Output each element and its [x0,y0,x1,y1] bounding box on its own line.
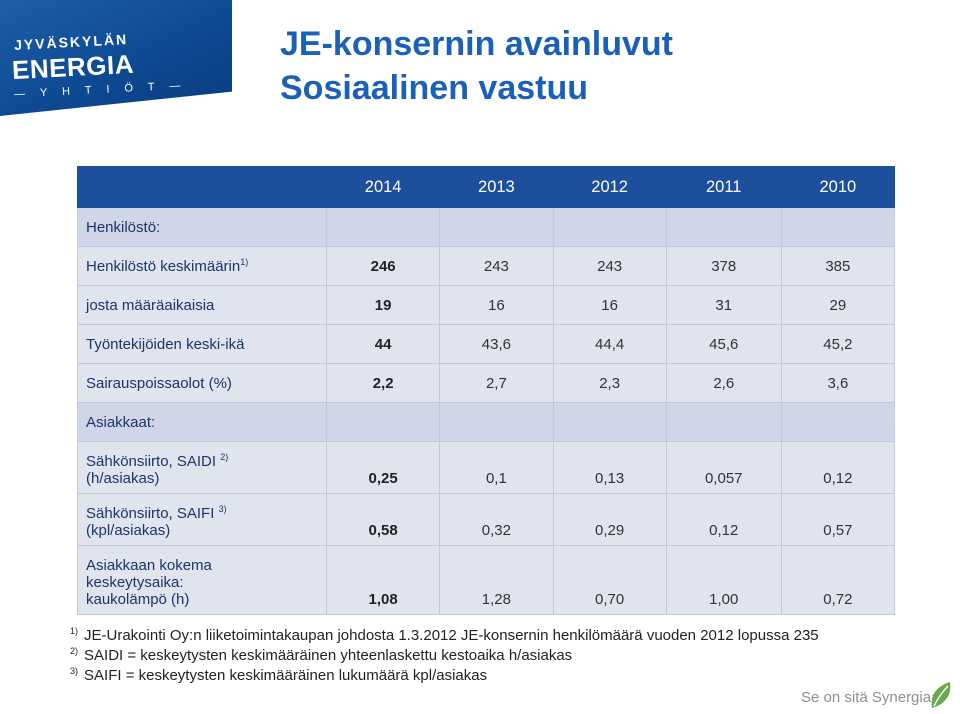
slogan: Se on sitä Synergiaa. [801,689,944,706]
footnote: 2) SAIDI = keskeytysten keskimääräinen yh… [70,646,573,665]
table-cell: 0,58 [325,493,441,546]
table-cell: 2,3 [552,363,667,403]
table-cell: 0,57 [780,493,896,546]
table-cell: 1,08 [325,545,441,615]
row-label: josta määräaikaisia [77,285,327,325]
table-cell: 0,32 [439,493,554,546]
table-row: Sairauspoissaolot (%) 2,2 2,7 2,3 2,6 3,… [77,363,896,403]
table-cell: 0,25 [325,441,441,494]
table-cell: 29 [780,285,896,325]
section-label: Asiakkaat: [77,402,327,442]
year-header: 2013 [439,166,554,208]
table-cell: 0,1 [439,441,554,494]
section-row-staff: Henkilöstö: [77,207,896,247]
table-cell: 0,70 [552,545,667,615]
table-cell: 2,2 [325,363,441,403]
footnote: 3) SAIFI = keskeytysten keskimääräinen lu… [70,666,488,685]
table-row: Sähkönsiirto, SAIDI 2) (h/asiakas) 0,25 0… [77,441,896,494]
table-row: Henkilöstö keskimäärin1) 246 243 243 378… [77,246,896,286]
header-empty-cell [77,166,327,208]
row-label: Työntekijöiden keski-ikä [77,324,327,364]
logo-line-2: ENERGIA [11,48,135,86]
row-label: Henkilöstö keskimäärin1) [77,246,327,286]
table-cell: 2,6 [665,363,782,403]
row-label: Sähkönsiirto, SAIFI 3) (kpl/asiakas) [77,493,327,546]
table-cell: 1,00 [665,545,782,615]
table-cell: 43,6 [439,324,554,364]
year-header: 2010 [780,166,896,208]
table-cell: 243 [439,246,554,286]
table-cell: 31 [665,285,782,325]
company-logo: JYVÄSKYLÄN ENERGIA — Y H T I Ö T — [0,0,186,116]
section-label: Henkilöstö: [77,207,327,247]
leaf-icon [931,682,951,708]
table-cell: 378 [665,246,782,286]
title-line-1: JE-konsernin avainluvut [280,25,673,63]
table-cell: 0,057 [665,441,782,494]
table-cell: 45,6 [665,324,782,364]
table-cell: 0,72 [780,545,896,615]
key-figures-table: 2014 2013 2012 2011 2010 Henkilöstö: Hen… [77,166,896,615]
table-cell: 2,7 [439,363,554,403]
table-cell: 45,2 [780,324,896,364]
table-cell: 243 [552,246,667,286]
table-cell: 3,6 [780,363,896,403]
table-row: josta määräaikaisia 19 16 16 31 29 [77,285,896,325]
table-cell: 16 [439,285,554,325]
table-cell: 16 [552,285,667,325]
table-row: Asiakkaan kokema keskeytysaika: kaukolämpö… [77,545,896,615]
year-header: 2014 [325,166,441,208]
row-label: Sähkönsiirto, SAIDI 2) (h/asiakas) [77,441,327,494]
year-header: 2011 [665,166,782,208]
footnote: 1) JE-Urakointi Oy:n liiketoimintakaupan … [70,626,819,645]
row-label: Sairauspoissaolot (%) [77,363,327,403]
footnotes: 1) JE-Urakointi Oy:n liiketoimintakaupan … [70,626,819,686]
table-cell: 0,12 [665,493,782,546]
table-cell: 246 [325,246,441,286]
table-cell: 385 [780,246,896,286]
table-cell: 19 [325,285,441,325]
section-row-customers: Asiakkaat: [77,402,896,442]
table-cell: 0,12 [780,441,896,494]
table-header-row: 2014 2013 2012 2011 2010 [77,166,896,208]
page-title: JE-konsernin avainluvut Sosiaalinen vast… [280,22,673,110]
row-label: Asiakkaan kokema keskeytysaika: kaukolämpö… [77,545,327,615]
table-cell: 1,28 [439,545,554,615]
title-line-2: Sosiaalinen vastuu [280,69,588,107]
year-header: 2012 [552,166,667,208]
table-cell: 0,13 [552,441,667,494]
table-cell: 0,29 [552,493,667,546]
table-cell: 44 [325,324,441,364]
table-row: Työntekijöiden keski-ikä 44 43,6 44,4 45… [77,324,896,364]
table-row: Sähkönsiirto, SAIFI 3) (kpl/asiakas) 0,58… [77,493,896,546]
table-cell: 44,4 [552,324,667,364]
